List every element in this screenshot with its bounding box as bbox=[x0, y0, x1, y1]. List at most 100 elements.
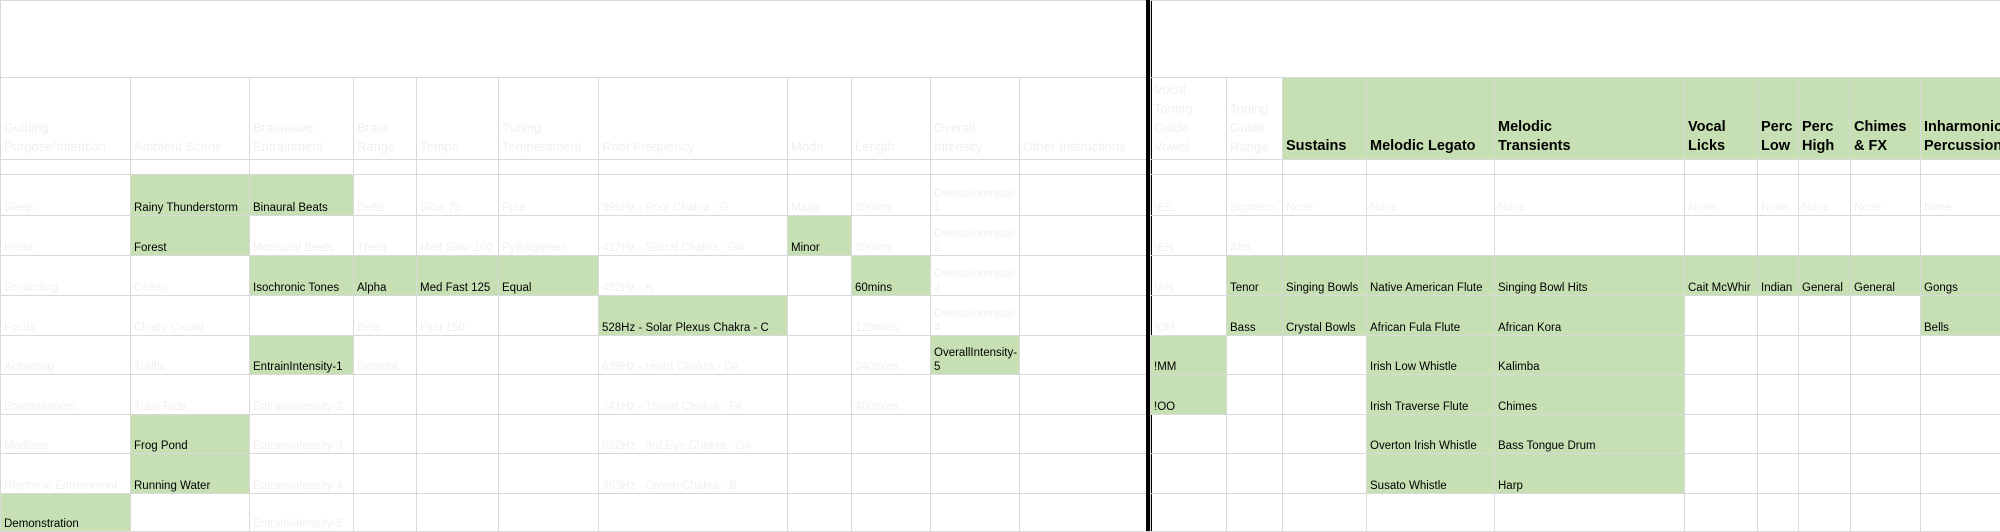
cell[interactable] bbox=[1020, 336, 1151, 375]
cell[interactable] bbox=[1685, 336, 1758, 375]
cell[interactable] bbox=[499, 454, 599, 494]
header-cell-chimes-fx[interactable]: Chimes & FX bbox=[1851, 78, 1921, 160]
cell[interactable]: Overton Irish Whistle bbox=[1367, 415, 1495, 454]
cell[interactable] bbox=[788, 336, 852, 375]
cell[interactable] bbox=[1227, 494, 1283, 532]
cell[interactable]: Ocean bbox=[131, 256, 250, 296]
cell[interactable]: 30mins bbox=[852, 175, 931, 216]
cell[interactable] bbox=[1283, 216, 1367, 256]
cell[interactable] bbox=[1851, 296, 1921, 336]
spacer-cell[interactable] bbox=[1283, 160, 1367, 175]
cell[interactable] bbox=[417, 336, 499, 375]
cell[interactable] bbox=[1851, 336, 1921, 375]
cell[interactable]: Tenor bbox=[1227, 256, 1283, 296]
cell[interactable]: Alpha bbox=[354, 256, 417, 296]
cell[interactable]: OverallIntensity-3 bbox=[931, 256, 1020, 296]
cell[interactable] bbox=[1283, 375, 1367, 415]
header-cell-perc-high[interactable]: Perc High bbox=[1799, 78, 1851, 160]
header-cell-brain-range[interactable]: Brain Range bbox=[354, 78, 417, 160]
cell[interactable]: Demonstration bbox=[1, 494, 131, 532]
cell[interactable] bbox=[788, 296, 852, 336]
cell[interactable] bbox=[417, 375, 499, 415]
cell[interactable]: Native American Flute bbox=[1367, 256, 1495, 296]
cell[interactable] bbox=[417, 494, 499, 532]
cell[interactable] bbox=[1758, 336, 1799, 375]
cell[interactable]: Running Water bbox=[131, 454, 250, 494]
cell[interactable] bbox=[1921, 415, 2000, 454]
cell[interactable] bbox=[1799, 375, 1851, 415]
cell[interactable] bbox=[1758, 375, 1799, 415]
cell[interactable]: EntrainIntensity-2 bbox=[250, 375, 354, 415]
cell[interactable]: Focus bbox=[1, 296, 131, 336]
cell[interactable]: 30mins bbox=[852, 216, 931, 256]
spacer-cell[interactable] bbox=[1227, 160, 1283, 175]
cell[interactable] bbox=[1758, 415, 1799, 454]
cell[interactable] bbox=[1283, 454, 1367, 494]
spacer-cell[interactable] bbox=[417, 160, 499, 175]
header-cell-tempo[interactable]: Tempo bbox=[417, 78, 499, 160]
header-cell-mode[interactable]: Mode bbox=[788, 78, 852, 160]
cell[interactable]: Gongs bbox=[1921, 256, 2000, 296]
header-cell-tuning-temperament[interactable]: Tuning Temperament bbox=[499, 78, 599, 160]
cell[interactable] bbox=[1758, 296, 1799, 336]
cell[interactable]: Equal bbox=[499, 256, 599, 296]
cell[interactable] bbox=[1685, 415, 1758, 454]
cell[interactable]: 639Hz - Heart Chakra - D# bbox=[599, 336, 788, 375]
cell[interactable] bbox=[354, 494, 417, 532]
spacer-cell[interactable] bbox=[354, 160, 417, 175]
cell[interactable]: EntrainIntensity-3 bbox=[250, 415, 354, 454]
cell[interactable]: 480mins bbox=[852, 375, 931, 415]
cell[interactable] bbox=[1758, 494, 1799, 532]
cell[interactable] bbox=[499, 296, 599, 336]
cell[interactable]: Crystal Bowls bbox=[1283, 296, 1367, 336]
cell[interactable] bbox=[1921, 216, 2000, 256]
cell[interactable] bbox=[1227, 415, 1283, 454]
cell[interactable]: 528Hz - Solar Plexus Chakra - C bbox=[599, 296, 788, 336]
cell[interactable]: 432Hz - A bbox=[599, 256, 788, 296]
cell[interactable]: African Kora bbox=[1495, 296, 1685, 336]
cell[interactable]: EntrainIntensity-1 bbox=[250, 336, 354, 375]
cell[interactable]: Beta bbox=[354, 296, 417, 336]
cell[interactable]: None bbox=[1367, 175, 1495, 216]
cell[interactable]: Frog Pond bbox=[131, 415, 250, 454]
cell[interactable] bbox=[1921, 454, 2000, 494]
cell[interactable] bbox=[788, 256, 852, 296]
cell[interactable] bbox=[599, 494, 788, 532]
cell[interactable] bbox=[1283, 415, 1367, 454]
spacer-cell[interactable] bbox=[1685, 160, 1758, 175]
spacer-cell[interactable] bbox=[1020, 160, 1151, 175]
cell[interactable] bbox=[354, 415, 417, 454]
header-cell-overall-intensity[interactable]: Overall Intensity bbox=[931, 78, 1020, 160]
cell[interactable]: Rainy Thunderstorm bbox=[131, 175, 250, 216]
header-cell-toning-guide-range[interactable]: Toning Guide Range bbox=[1227, 78, 1283, 160]
cell[interactable]: !OO bbox=[1151, 375, 1227, 415]
cell[interactable] bbox=[1020, 375, 1151, 415]
cell[interactable]: Fast 150 bbox=[417, 296, 499, 336]
cell[interactable]: Entertainment bbox=[1, 375, 131, 415]
spacer-cell[interactable] bbox=[250, 160, 354, 175]
cell[interactable]: 417Hz - Sacral Chakra - G# bbox=[599, 216, 788, 256]
cell[interactable] bbox=[1367, 494, 1495, 532]
cell[interactable]: 240mins bbox=[852, 336, 931, 375]
cell[interactable] bbox=[354, 375, 417, 415]
cell[interactable] bbox=[1685, 216, 1758, 256]
cell[interactable] bbox=[499, 336, 599, 375]
cell[interactable] bbox=[1227, 454, 1283, 494]
cell[interactable] bbox=[1851, 375, 1921, 415]
spacer-cell[interactable] bbox=[1151, 160, 1227, 175]
cell[interactable]: Major bbox=[788, 175, 852, 216]
cell[interactable]: Grounding bbox=[1, 256, 131, 296]
cell[interactable] bbox=[788, 494, 852, 532]
cell[interactable] bbox=[499, 415, 599, 454]
cell[interactable] bbox=[1799, 216, 1851, 256]
cell[interactable]: Med Slow 100 bbox=[417, 216, 499, 256]
cell[interactable] bbox=[417, 415, 499, 454]
cell[interactable]: General bbox=[1799, 256, 1851, 296]
cell[interactable] bbox=[852, 415, 931, 454]
spacer-cell[interactable] bbox=[788, 160, 852, 175]
spacer-cell[interactable] bbox=[1495, 160, 1685, 175]
cell[interactable] bbox=[1020, 216, 1151, 256]
cell[interactable] bbox=[1367, 216, 1495, 256]
cell[interactable]: Singing Bowl Hits bbox=[1495, 256, 1685, 296]
cell[interactable] bbox=[131, 494, 250, 532]
